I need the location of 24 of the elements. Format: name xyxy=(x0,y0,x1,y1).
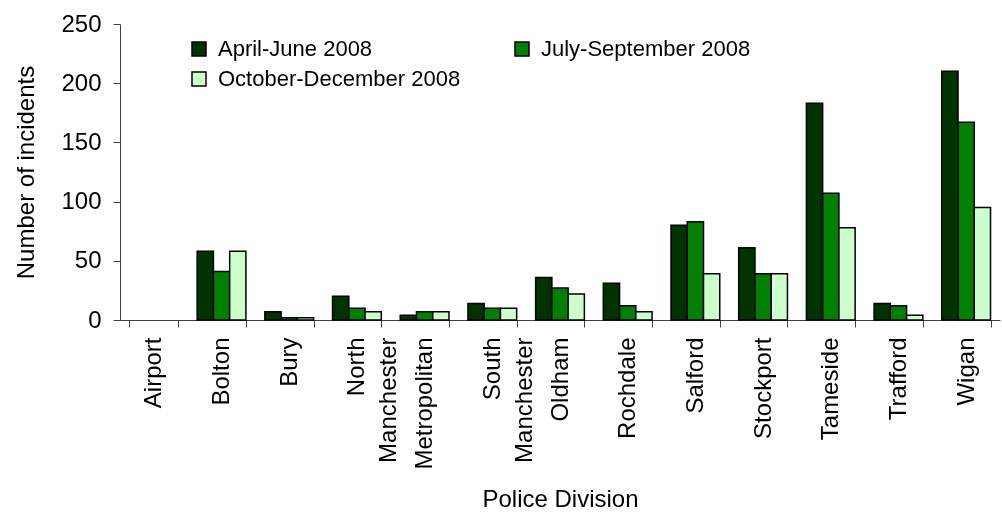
y-tick-label: 150 xyxy=(61,127,102,155)
y-tick-label: 250 xyxy=(61,9,102,37)
x-tick-label: Trafford xyxy=(883,337,911,421)
y-tick-label: 100 xyxy=(61,187,102,215)
x-tick-label: Stockport xyxy=(748,337,776,439)
x-tick-label: Tameside xyxy=(816,337,844,441)
y-tick-label: 50 xyxy=(74,246,102,274)
x-tick-label: Bury xyxy=(274,337,302,387)
x-tick-label: North Manchester xyxy=(342,337,402,463)
legend-label: July-September 2008 xyxy=(541,36,751,61)
y-axis-title: Number of incidents xyxy=(12,65,40,280)
x-tick-label: Bolton xyxy=(207,337,235,406)
legend-label: April-June 2008 xyxy=(218,36,373,61)
y-tick-label: 0 xyxy=(88,305,102,333)
x-tick-label: Salford xyxy=(680,337,708,414)
x-axis-title: Police Division xyxy=(482,484,639,512)
x-tick-label: Airport xyxy=(139,337,167,409)
x-tick-label: Metropolitan xyxy=(410,337,438,470)
x-tick-label: Wigan xyxy=(951,337,979,406)
x-tick-label: Rochdale xyxy=(613,337,641,439)
legend-label: October-December 2008 xyxy=(218,66,461,91)
x-tick-label: Oldham xyxy=(545,337,573,422)
x-tick-label: South Manchester xyxy=(477,337,537,463)
y-tick-label: 200 xyxy=(61,68,102,96)
